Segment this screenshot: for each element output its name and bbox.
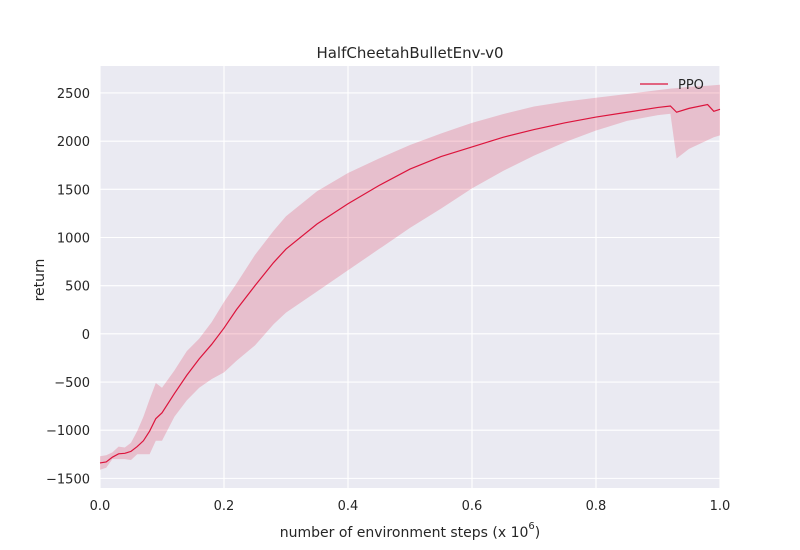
series-lines xyxy=(99,103,721,464)
x-axis-label-main: number of environment steps (x 10 xyxy=(280,525,529,541)
x-tick-label: 0.0 xyxy=(90,499,111,514)
plot-background xyxy=(100,66,720,488)
legend: PPO xyxy=(640,78,704,93)
y-tick-labels: −1500 −1000 −500 0 500 1000 1500 2000 2500 xyxy=(46,87,90,487)
x-tick-label: 0.4 xyxy=(338,499,359,514)
y-tick-label: −1000 xyxy=(46,424,90,439)
x-tick-label: 1.0 xyxy=(710,499,731,514)
x-tick-labels: 0.0 0.2 0.4 0.6 0.8 1.0 xyxy=(90,499,731,514)
x-tick-label: 0.6 xyxy=(462,499,483,514)
y-axis-label: return xyxy=(32,259,48,302)
grid xyxy=(99,66,721,488)
series-band-ppo xyxy=(100,84,720,470)
y-tick-label: −1500 xyxy=(46,472,90,487)
x-axis-label: number of environment steps (x 106) xyxy=(280,521,541,541)
y-tick-label: 1500 xyxy=(57,183,90,198)
x-tick-label: 0.2 xyxy=(214,499,235,514)
y-tick-label: 0 xyxy=(82,328,90,343)
y-tick-label: 2500 xyxy=(57,87,90,102)
x-tick-label: 0.8 xyxy=(586,499,607,514)
y-tick-label: −500 xyxy=(54,376,90,391)
confidence-band xyxy=(100,84,720,470)
legend-label-ppo: PPO xyxy=(678,78,704,93)
x-axis-label-suffix: ) xyxy=(535,525,540,541)
chart-title: HalfCheetahBulletEnv-v0 xyxy=(316,44,503,62)
y-tick-label: 1000 xyxy=(57,231,90,246)
y-tick-label: 500 xyxy=(65,280,90,295)
y-tick-label: 2000 xyxy=(57,135,90,150)
x-axis-label-exponent: 6 xyxy=(528,521,534,532)
series-line-ppo xyxy=(99,103,721,464)
